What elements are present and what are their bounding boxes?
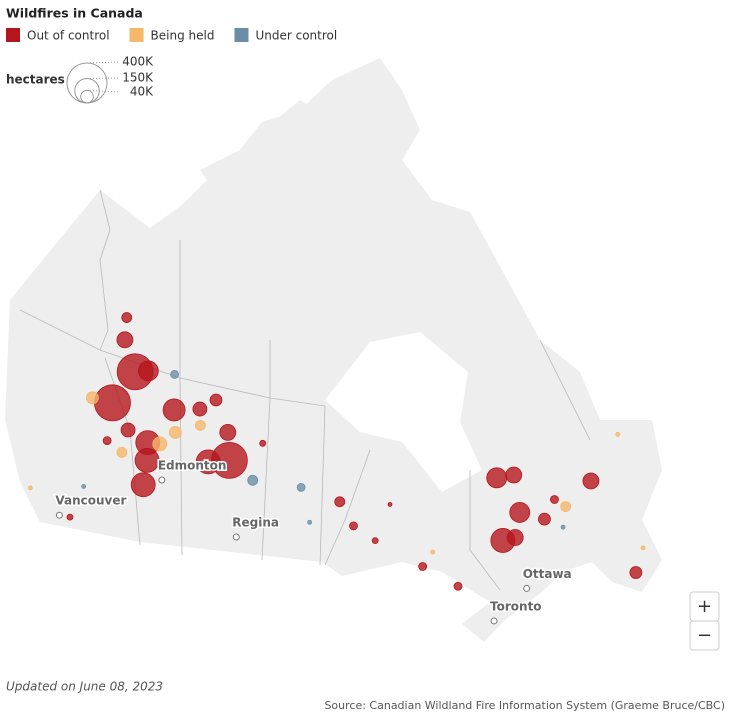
fire	[296, 482, 306, 492]
zoom-out-button[interactable]	[689, 620, 720, 651]
fire	[166, 462, 174, 469]
fire	[582, 472, 600, 490]
legend-label: Under control	[255, 29, 337, 43]
city-dot	[55, 511, 63, 519]
fire	[629, 566, 643, 579]
fire	[102, 436, 112, 445]
zoom-controls: + −	[689, 591, 720, 651]
legend-swatch	[234, 28, 249, 42]
size-label: 400K	[122, 55, 154, 69]
map-title: Wildfires in Canada	[6, 6, 143, 21]
city-label: Vancouver	[55, 494, 126, 508]
canada-mainland	[5, 58, 662, 642]
fire	[486, 467, 508, 489]
size-leader	[86, 77, 121, 80]
zoom-in-label[interactable]: +	[697, 596, 712, 617]
fire	[506, 529, 524, 546]
city-label: Ottawa	[523, 567, 572, 581]
size-legend-title: hectares	[6, 73, 65, 87]
fire	[137, 360, 159, 382]
fire	[640, 545, 646, 551]
fire	[307, 519, 313, 525]
zoom-out-label[interactable]: −	[697, 625, 712, 646]
fire	[560, 524, 566, 530]
fire	[209, 393, 223, 407]
fire	[66, 513, 74, 521]
size-label: 150K	[122, 71, 154, 85]
legend-label: Being held	[151, 29, 215, 43]
fire	[550, 495, 559, 504]
fire	[430, 549, 436, 555]
size-label: 40K	[130, 85, 154, 99]
legend-swatch	[6, 28, 20, 42]
fire	[168, 426, 182, 439]
fire	[81, 484, 87, 489]
fire	[334, 496, 346, 508]
fire	[85, 391, 99, 405]
source-note: Source: Canadian Wildland Fire Informati…	[324, 699, 725, 712]
fire	[387, 502, 393, 507]
fire	[247, 474, 259, 486]
size-leader	[86, 61, 121, 64]
city-dot	[232, 533, 240, 541]
city-dot	[523, 584, 531, 592]
legend: Out of control Being held Under control	[6, 28, 337, 43]
fire	[195, 449, 221, 475]
fire	[27, 485, 33, 491]
fire	[538, 512, 551, 526]
city-label: Edmonton	[158, 458, 227, 472]
hudson-bay	[325, 332, 482, 492]
cities: Vancouver Edmonton Regina Ottawa Toronto	[54, 457, 573, 625]
fire	[509, 502, 531, 523]
fire	[349, 521, 358, 531]
fire	[152, 436, 168, 452]
fire	[219, 424, 237, 441]
yukon-border	[19, 189, 111, 351]
fire	[259, 439, 267, 447]
arctic-islands	[200, 100, 395, 200]
fire	[162, 398, 186, 422]
size-circle	[80, 89, 94, 104]
city-label: Toronto	[490, 599, 542, 613]
fire	[194, 419, 206, 431]
city-dot	[490, 617, 498, 625]
fire	[615, 431, 621, 437]
fires	[27, 312, 646, 591]
fire	[121, 312, 133, 323]
fire	[192, 401, 208, 417]
fire	[371, 537, 379, 545]
city-label: Regina	[232, 516, 279, 530]
city-dot	[158, 476, 166, 484]
legend-label: Out of control	[27, 29, 110, 43]
fire	[120, 422, 136, 438]
updated-note: Updated on June 08, 2023	[6, 680, 163, 694]
legend-swatch	[129, 28, 144, 42]
fire	[116, 446, 128, 458]
fire	[134, 447, 160, 473]
fire	[505, 466, 523, 484]
size-leader	[86, 89, 121, 93]
fire	[130, 472, 156, 498]
fire	[560, 501, 572, 512]
fire	[418, 562, 428, 571]
fire	[170, 370, 180, 379]
fire	[453, 581, 463, 591]
fire	[116, 331, 134, 349]
land	[5, 58, 662, 642]
fire	[94, 384, 131, 422]
size-circle	[66, 62, 108, 104]
